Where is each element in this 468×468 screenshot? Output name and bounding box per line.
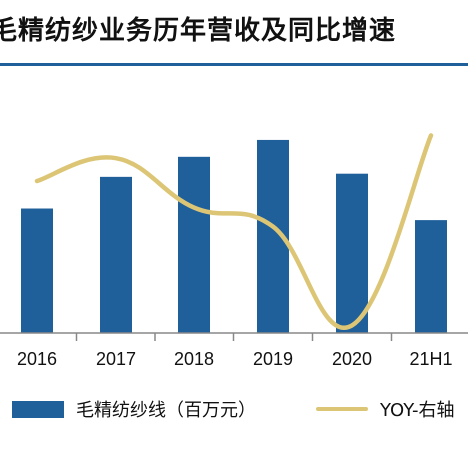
legend-label-bars: 毛精纺纱线（百万元）: [76, 400, 256, 421]
bar-2018: [178, 156, 210, 333]
bar-2016: [21, 208, 53, 333]
x-tick-label-2016: 2016: [17, 349, 57, 369]
legend-swatch-bar: [12, 400, 64, 418]
legend-swatch-line: [316, 407, 368, 411]
chart-title: 毛精纺纱业务历年营收及同比增速: [0, 16, 397, 46]
bar-2020: [336, 173, 368, 333]
bar-2017: [100, 176, 132, 333]
x-tick-label-2017: 2017: [96, 349, 136, 369]
x-tick-label-2018: 2018: [174, 349, 214, 369]
bar-21H1: [415, 220, 447, 333]
yoy-line: [34, 133, 434, 330]
legend: 毛精纺纱线（百万元） YOY-右轴: [0, 396, 468, 426]
x-tick-label-2020: 2020: [332, 349, 372, 369]
legend-item-line: YOY-右轴: [316, 396, 455, 422]
title-rule: [0, 63, 468, 66]
x-tick-labels-layer: 2016 2017 2018 2019 2020 21H1: [17, 349, 453, 369]
bars-layer: [21, 139, 447, 333]
x-ticks-layer: [75, 333, 393, 341]
x-tick-label-21H1: 21H1: [409, 349, 452, 369]
legend-label-line: YOY-右轴: [380, 400, 455, 421]
x-tick-label-2019: 2019: [253, 349, 293, 369]
legend-item-bars: 毛精纺纱线（百万元）: [12, 396, 256, 422]
